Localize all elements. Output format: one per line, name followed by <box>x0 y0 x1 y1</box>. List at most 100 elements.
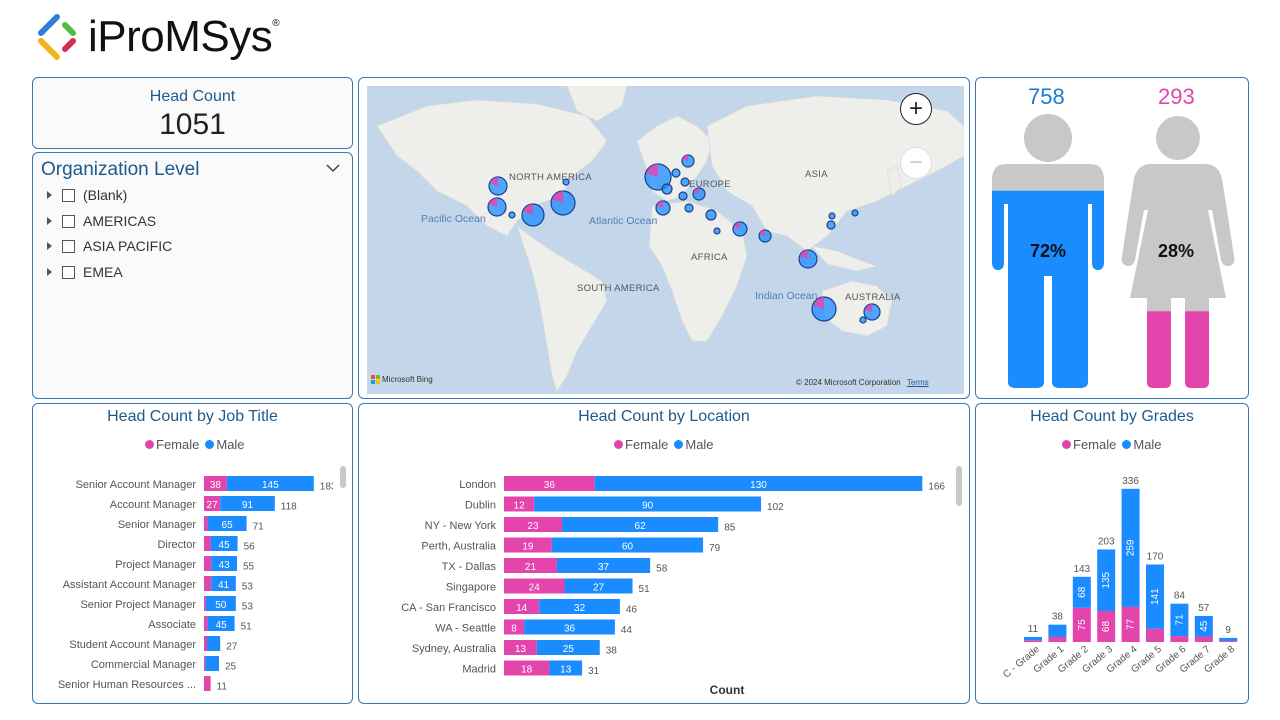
total-label: 84 <box>1174 591 1186 602</box>
expand-icon[interactable] <box>47 242 52 250</box>
data-label-male: 37 <box>598 562 610 573</box>
checkbox[interactable] <box>62 239 75 253</box>
bar-male <box>1219 637 1238 642</box>
data-label-female: 27 <box>207 500 219 511</box>
legend-female[interactable]: Female <box>614 437 668 452</box>
location-bubble-female-slice <box>488 198 497 207</box>
bar-male <box>1146 564 1164 629</box>
expand-icon[interactable] <box>47 217 52 225</box>
total-label: 170 <box>1147 551 1164 562</box>
total-label: 203 <box>1098 536 1115 547</box>
location-bubble-female-slice <box>864 304 872 312</box>
gender-pictogram <box>992 114 1235 388</box>
total-label: 102 <box>767 502 784 513</box>
category-label: WA - Seattle <box>435 623 496 635</box>
bar-female <box>204 576 212 591</box>
gender-split-card: 758 293 72% 28% <box>975 77 1249 399</box>
zoom-in-button[interactable]: + <box>900 93 932 125</box>
category-label: Senior Manager <box>118 519 197 531</box>
ocean-label: Pacific Ocean <box>421 213 486 225</box>
bar-male <box>1072 576 1091 608</box>
total-label: 183 <box>320 482 333 493</box>
bar-male <box>561 517 719 532</box>
bar-female <box>1121 606 1140 642</box>
male-percent: 72% <box>1030 241 1067 261</box>
job-title-bars: Senior Account Manager 38 145 183 Account Ma… <box>58 476 333 693</box>
bar-male <box>1170 603 1189 637</box>
checkbox[interactable] <box>62 214 75 228</box>
total-label: 38 <box>606 646 618 657</box>
bar-female <box>204 536 211 551</box>
bar-female <box>1194 636 1213 642</box>
continent-label: EUROPE <box>689 179 731 190</box>
location-bubble <box>851 209 859 217</box>
bar-female <box>204 496 221 511</box>
category-label: Commercial Manager <box>91 659 196 671</box>
data-label-male: 60 <box>622 542 634 553</box>
location-bubble <box>828 212 836 220</box>
legend-female[interactable]: Female <box>145 437 199 452</box>
bar-male <box>549 660 583 676</box>
bar-male <box>207 516 247 531</box>
org-item-americas[interactable]: AMERICAS <box>47 211 156 231</box>
scrollbar[interactable] <box>340 466 346 488</box>
x-axis-title: Count <box>710 683 745 697</box>
expand-icon[interactable] <box>47 191 52 199</box>
data-label-male: 36 <box>564 624 576 635</box>
org-item-label: ASIA PACIFIC <box>83 238 173 254</box>
chevron-down-icon[interactable] <box>326 161 340 175</box>
location-bubble <box>562 178 570 186</box>
data-label-female: 19 <box>522 542 534 553</box>
total-label: 51 <box>241 622 253 633</box>
total-label: 55 <box>243 562 255 573</box>
location-bubble-female-slice <box>489 177 498 186</box>
terms-link[interactable]: Terms <box>906 378 929 387</box>
map-visual: NORTH AMERICA EUROPE ASIA AFRICA SOUTH A… <box>358 77 970 399</box>
checkbox[interactable] <box>62 265 75 279</box>
org-level-title: Organization Level <box>41 159 200 180</box>
category-label: Madrid <box>462 664 496 676</box>
head-count-title: Head Count <box>149 88 236 105</box>
zoom-out-button[interactable]: − <box>900 147 932 179</box>
bar-male <box>564 578 633 594</box>
bar-male <box>207 616 235 631</box>
org-item-asia-pacific[interactable]: ASIA PACIFIC <box>47 236 172 256</box>
bar-female <box>204 556 212 571</box>
org-item-emea[interactable]: EMEA <box>47 262 123 282</box>
category-label: Assistant Account Manager <box>63 579 197 591</box>
location-bubble-female-slice <box>799 250 808 259</box>
legend-male[interactable]: Male <box>674 437 714 452</box>
legend-female[interactable]: Female <box>1062 437 1116 452</box>
total-label: 51 <box>639 584 651 595</box>
brand-mark: ® <box>272 18 280 29</box>
data-label-female: 24 <box>529 583 541 594</box>
bar-female <box>504 578 565 594</box>
total-label: 57 <box>1198 603 1210 614</box>
bar-male <box>220 496 275 511</box>
total-label: 53 <box>242 582 254 593</box>
location-bubble <box>859 316 867 324</box>
location-bubble <box>678 191 688 201</box>
data-label-female: 14 <box>516 603 528 614</box>
location-bubble-female-slice <box>656 201 663 208</box>
checkbox[interactable] <box>62 188 75 202</box>
location-bubble <box>671 168 681 178</box>
bar-male <box>556 558 651 573</box>
bar-male <box>211 556 237 571</box>
data-label-male: 135 <box>1101 571 1112 588</box>
bar-male <box>207 636 221 651</box>
category-label: Account Manager <box>110 499 197 511</box>
bar-female <box>504 496 535 512</box>
bar-female <box>204 656 206 671</box>
scrollbar[interactable] <box>956 466 962 506</box>
data-label-female: 23 <box>527 521 539 532</box>
chart-legend: Female Male <box>1062 437 1162 452</box>
expand-icon[interactable] <box>47 268 52 276</box>
legend-male[interactable]: Male <box>1122 437 1162 452</box>
legend-male[interactable]: Male <box>205 437 245 452</box>
org-item-blank[interactable]: (Blank) <box>47 185 127 205</box>
data-label-female: 77 <box>1126 618 1137 630</box>
world-map[interactable]: NORTH AMERICA EUROPE ASIA AFRICA SOUTH A… <box>367 86 964 394</box>
world-map-land <box>376 86 964 392</box>
map-provider: Microsoft Bing <box>382 375 433 384</box>
